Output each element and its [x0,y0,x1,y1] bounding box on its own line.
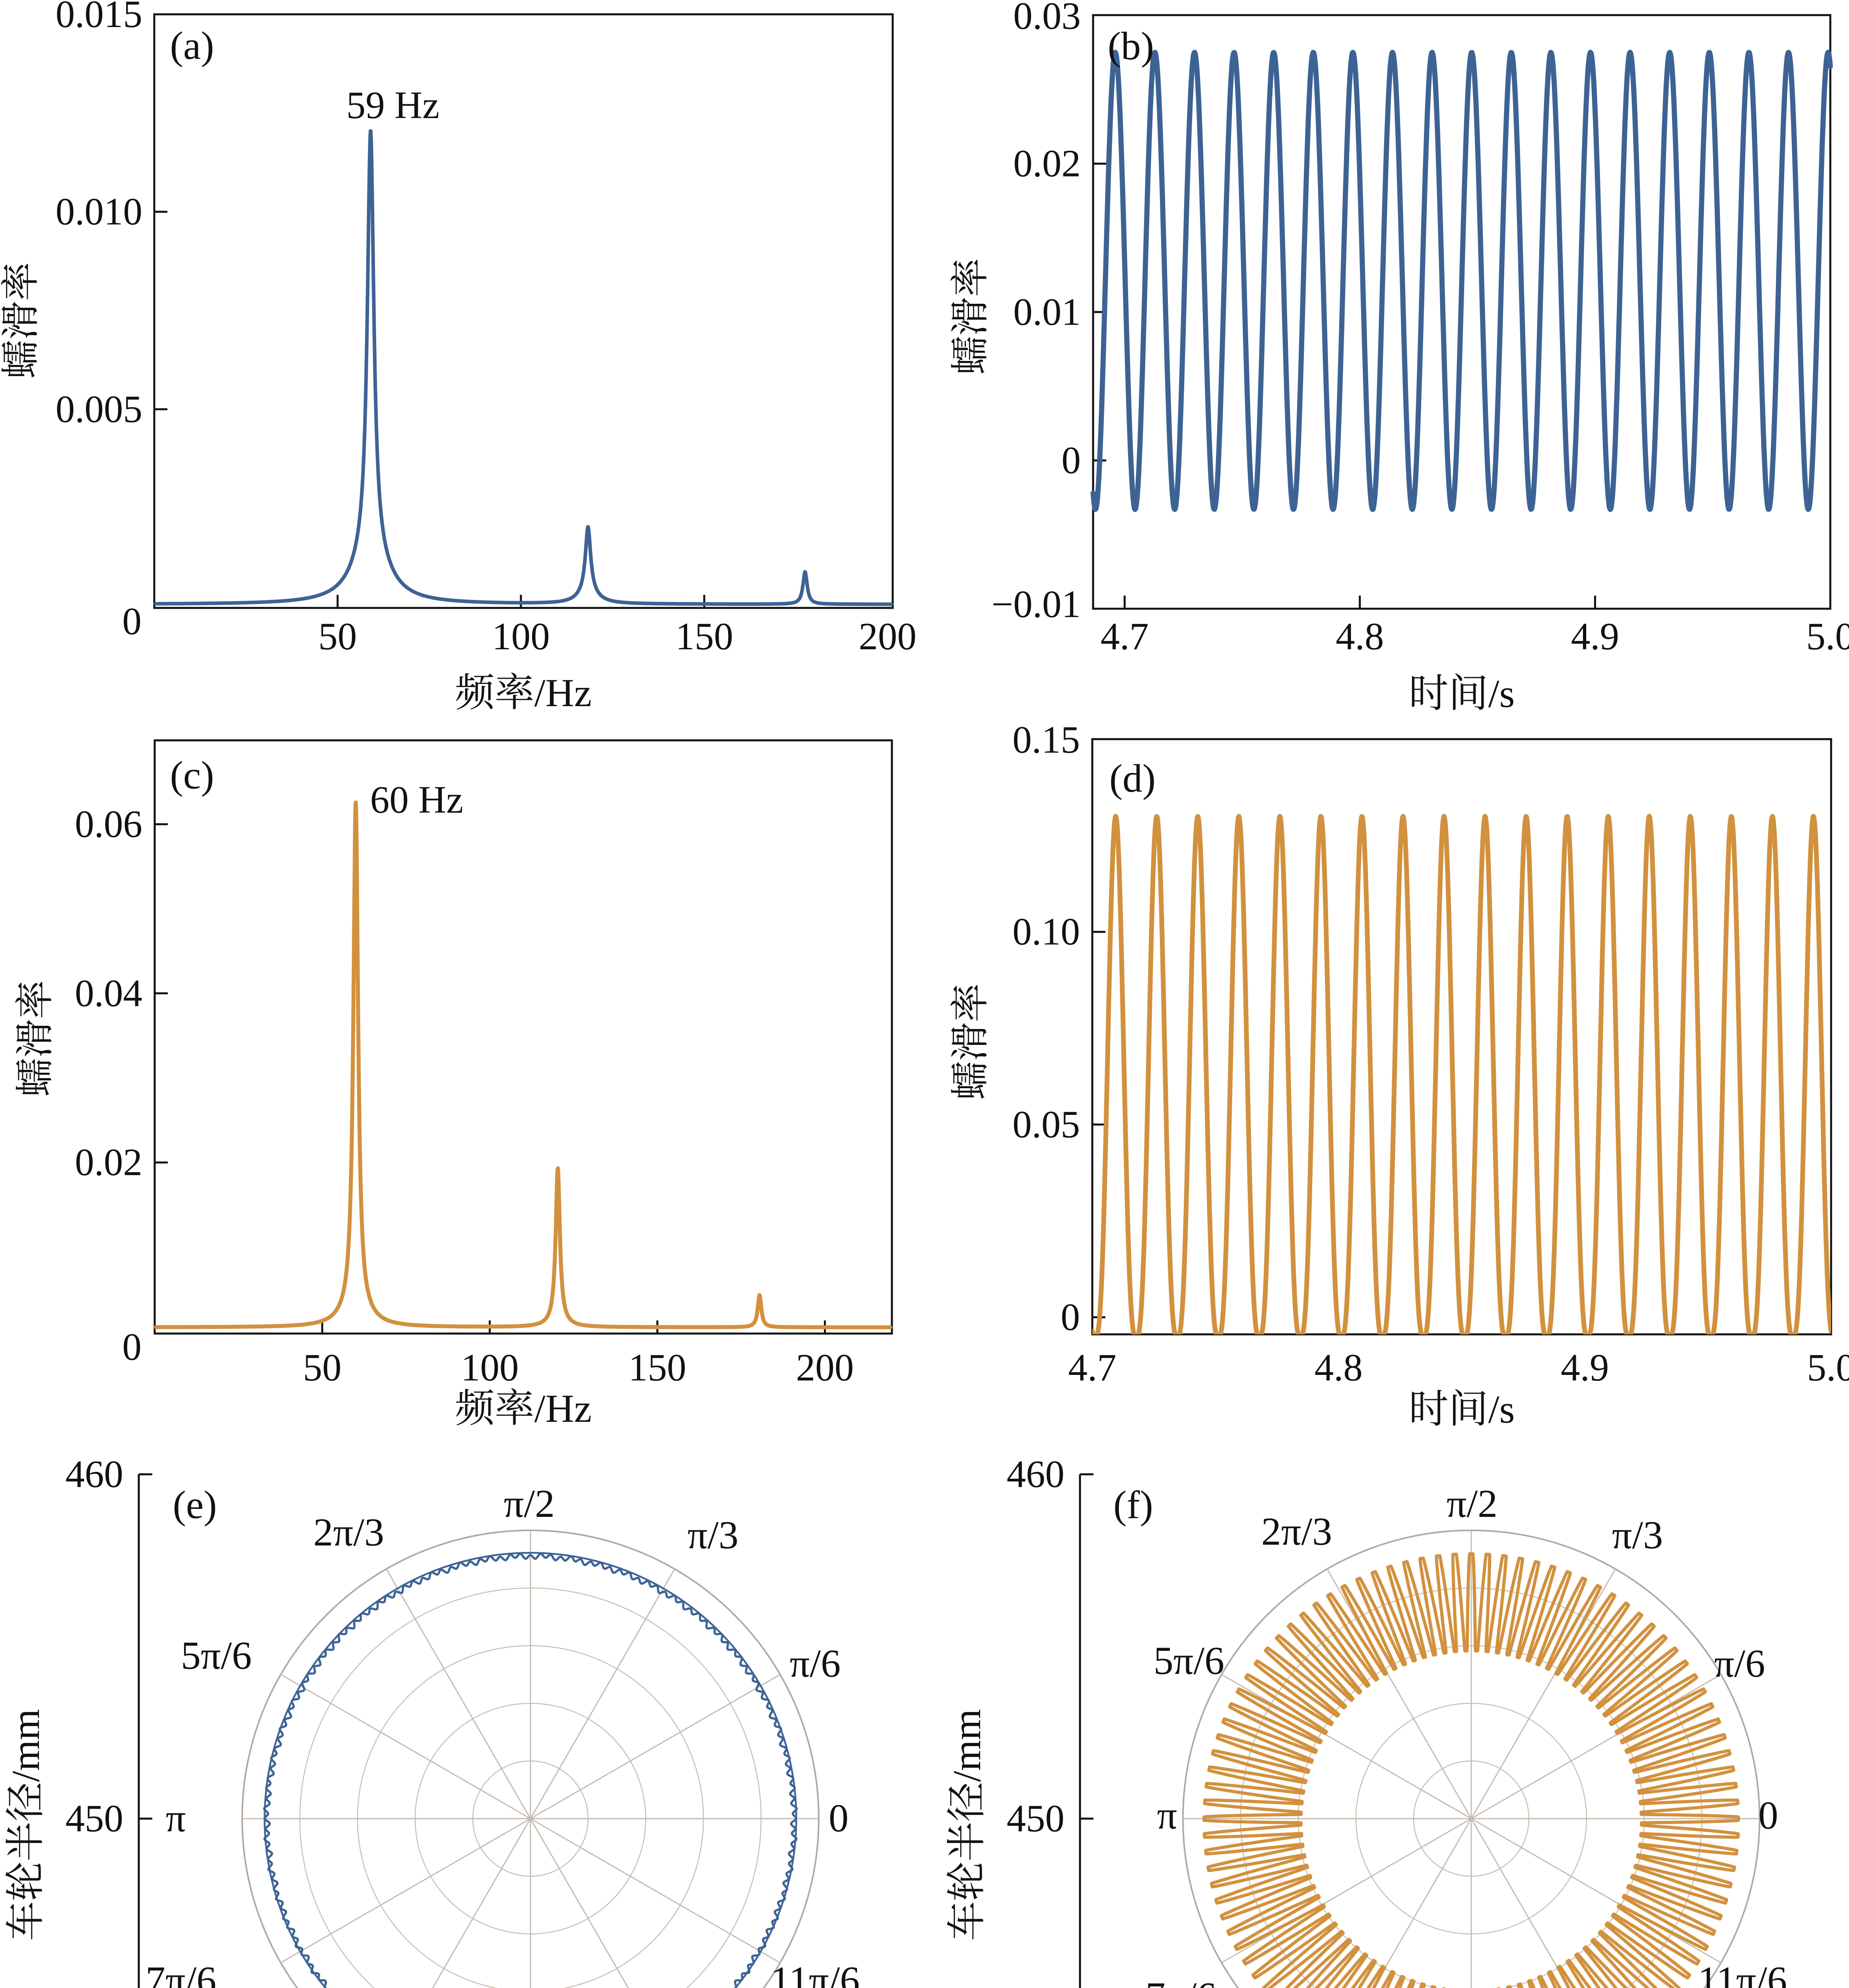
svg-text:200: 200 [796,1346,854,1389]
svg-text:π/3: π/3 [688,1513,738,1557]
svg-text:0.005: 0.005 [56,388,142,430]
svg-text:100: 100 [461,1346,519,1389]
svg-text:/mm: /mm [945,1709,989,1782]
svg-text:7π/6: 7π/6 [1146,1974,1216,1988]
svg-text:0: 0 [1758,1793,1778,1837]
svg-text:460: 460 [1007,1453,1065,1495]
svg-text:0.10: 0.10 [1012,911,1080,953]
svg-text:0.15: 0.15 [1012,718,1080,761]
svg-text:100: 100 [492,615,550,658]
svg-text:0.04: 0.04 [75,972,142,1014]
svg-text:/Hz: /Hz [534,1386,592,1431]
svg-text:11π/6: 11π/6 [771,1958,860,1988]
svg-text:0: 0 [122,1326,142,1368]
svg-text:/Hz: /Hz [534,671,592,715]
svg-text:4.7: 4.7 [1101,615,1149,658]
svg-text:50: 50 [303,1346,342,1389]
svg-text:(e): (e) [173,1483,217,1527]
svg-text:0.015: 0.015 [56,0,142,35]
svg-text:0.05: 0.05 [1012,1103,1080,1145]
svg-text:−0.01: −0.01 [992,583,1081,625]
svg-text:/s: /s [1488,672,1515,716]
svg-text:π: π [1157,1793,1177,1837]
svg-text:(b): (b) [1108,24,1154,68]
svg-text:200: 200 [858,615,917,658]
svg-text:460: 460 [66,1453,124,1495]
svg-text:0: 0 [1061,1296,1080,1338]
svg-text:/s: /s [1488,1387,1515,1431]
svg-text:150: 150 [628,1346,686,1389]
svg-text:π: π [166,1796,186,1840]
svg-text:0: 0 [122,600,142,643]
svg-text:(d): (d) [1109,756,1156,800]
svg-text:5π/6: 5π/6 [1154,1639,1224,1683]
svg-text:0.02: 0.02 [75,1141,142,1184]
svg-text:150: 150 [675,615,733,658]
svg-text:(c): (c) [170,753,214,797]
svg-text:0.01: 0.01 [1013,291,1081,333]
svg-text:5.0: 5.0 [1806,615,1849,658]
svg-text:4.9: 4.9 [1561,1346,1609,1389]
svg-text:(a): (a) [170,23,214,68]
svg-text:4.7: 4.7 [1068,1346,1116,1389]
svg-text:50: 50 [319,615,357,658]
svg-text:0.03: 0.03 [1013,0,1081,37]
svg-text:0.02: 0.02 [1013,142,1081,185]
svg-text:5.0: 5.0 [1807,1346,1849,1389]
svg-text:60 Hz: 60 Hz [370,779,463,821]
svg-text:11π/6: 11π/6 [1698,1958,1787,1988]
svg-text:π/3: π/3 [1612,1513,1663,1557]
svg-text:59 Hz: 59 Hz [346,84,439,126]
svg-text:5π/6: 5π/6 [181,1633,252,1677]
svg-text:π/2: π/2 [1447,1481,1497,1526]
svg-text:2π/3: 2π/3 [313,1510,384,1554]
svg-text:4.9: 4.9 [1571,615,1619,658]
svg-text:/mm: /mm [4,1709,48,1782]
svg-text:450: 450 [1007,1797,1065,1840]
svg-text:0: 0 [829,1796,849,1840]
svg-text:0.010: 0.010 [56,190,142,233]
svg-text:0: 0 [1062,439,1081,481]
svg-text:450: 450 [66,1797,124,1840]
svg-text:(f): (f) [1113,1483,1153,1527]
svg-text:4.8: 4.8 [1336,615,1384,658]
svg-text:0.06: 0.06 [75,803,142,845]
svg-text:7π/6: 7π/6 [146,1958,216,1988]
svg-text:2π/3: 2π/3 [1261,1509,1332,1553]
svg-text:π/2: π/2 [504,1481,555,1526]
svg-text:π/6: π/6 [1714,1641,1765,1685]
svg-text:4.8: 4.8 [1315,1346,1363,1389]
svg-text:π/6: π/6 [790,1641,841,1685]
